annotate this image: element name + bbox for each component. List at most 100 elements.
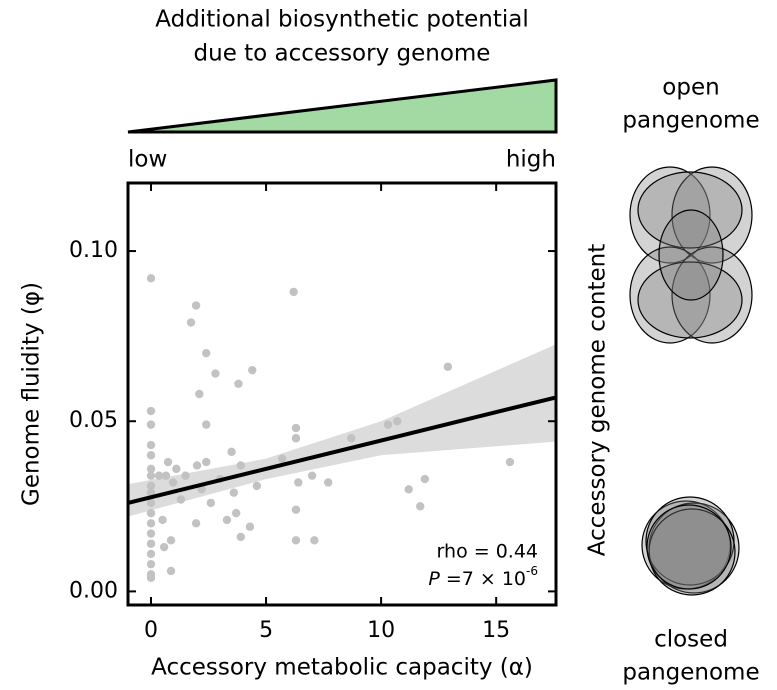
point bbox=[347, 434, 356, 443]
point bbox=[307, 471, 317, 480]
side-label: Accessory genome content bbox=[585, 244, 611, 557]
point bbox=[146, 539, 156, 548]
point bbox=[420, 474, 430, 484]
point bbox=[229, 488, 239, 497]
x-tick-label: 0 bbox=[144, 618, 158, 643]
point bbox=[146, 440, 156, 450]
point bbox=[383, 420, 393, 429]
point bbox=[404, 485, 413, 494]
point bbox=[227, 447, 236, 457]
x-tick-label: 10 bbox=[367, 618, 395, 643]
point bbox=[166, 566, 176, 576]
plot-content bbox=[128, 274, 556, 582]
point bbox=[146, 519, 156, 528]
point bbox=[146, 471, 156, 480]
point bbox=[291, 434, 301, 443]
point bbox=[323, 478, 333, 487]
point bbox=[146, 573, 156, 582]
point bbox=[146, 498, 156, 508]
point bbox=[505, 457, 515, 467]
point bbox=[161, 471, 171, 480]
point bbox=[146, 549, 156, 559]
y-tick-label: 0.10 bbox=[69, 238, 118, 263]
point bbox=[163, 457, 173, 467]
x-axis-label: Accessory metabolic capacity (α) bbox=[151, 655, 533, 681]
point bbox=[146, 529, 156, 538]
low-label: low bbox=[128, 147, 167, 173]
point bbox=[289, 287, 298, 297]
point bbox=[310, 536, 319, 545]
y-axis-label: Genome fluidity (φ) bbox=[19, 282, 45, 506]
x-tick-label: 5 bbox=[259, 618, 273, 643]
title-line: Additional biosynthetic potential bbox=[155, 7, 528, 33]
point bbox=[294, 478, 303, 487]
point bbox=[172, 464, 181, 474]
point bbox=[234, 379, 243, 388]
point bbox=[231, 508, 241, 518]
p-exponent: -6 bbox=[526, 564, 538, 578]
diagram-label: pangenome bbox=[622, 660, 759, 686]
point bbox=[222, 515, 232, 525]
point bbox=[146, 464, 156, 474]
x-tick-label: 15 bbox=[482, 618, 510, 643]
point bbox=[443, 362, 453, 371]
point bbox=[176, 495, 186, 504]
point bbox=[146, 420, 156, 429]
petal bbox=[671, 166, 753, 264]
point bbox=[245, 522, 255, 531]
point bbox=[202, 420, 211, 429]
point bbox=[236, 461, 245, 470]
point bbox=[393, 417, 402, 426]
point bbox=[202, 348, 211, 358]
y-tick-label: 0.00 bbox=[69, 578, 118, 603]
open-pangenome-diagram bbox=[629, 166, 753, 344]
petal bbox=[658, 209, 724, 301]
diagram-label: closed bbox=[654, 627, 728, 653]
point bbox=[211, 369, 220, 378]
point bbox=[146, 481, 156, 491]
petal bbox=[629, 246, 711, 344]
p-text: =7 × 10 bbox=[440, 568, 526, 590]
plot-frame bbox=[126, 181, 558, 607]
point bbox=[146, 559, 156, 569]
point bbox=[191, 519, 201, 528]
point bbox=[202, 457, 211, 467]
point bbox=[248, 365, 257, 375]
point bbox=[159, 542, 169, 552]
point bbox=[192, 461, 202, 470]
point bbox=[291, 423, 301, 433]
point bbox=[158, 515, 167, 525]
point bbox=[277, 454, 287, 463]
p-symbol: P bbox=[428, 568, 440, 590]
circle bbox=[648, 508, 736, 596]
diagram-label: open bbox=[662, 75, 719, 101]
point bbox=[181, 471, 190, 480]
point bbox=[191, 301, 201, 310]
fit-line bbox=[128, 395, 556, 505]
diagram-label: pangenome bbox=[622, 108, 759, 134]
rho-annotation: rho = 0.44 bbox=[437, 541, 538, 563]
point bbox=[166, 536, 176, 545]
point bbox=[291, 536, 301, 545]
title-line: due to accessory genome bbox=[194, 41, 491, 67]
point bbox=[416, 502, 425, 511]
high-label: high bbox=[506, 147, 556, 173]
petal bbox=[671, 246, 753, 344]
circle bbox=[646, 504, 732, 590]
point bbox=[186, 318, 196, 327]
p-annotation: P =7 × 10-6 bbox=[428, 564, 538, 590]
confidence-band bbox=[128, 344, 556, 517]
point bbox=[154, 471, 164, 480]
point bbox=[291, 505, 301, 514]
point bbox=[206, 498, 216, 508]
petal bbox=[629, 166, 711, 264]
plot-area: 0 5 10 15 0.00 0.05 0.10 bbox=[69, 181, 558, 643]
point bbox=[146, 508, 156, 518]
y-tick-label: 0.05 bbox=[69, 408, 118, 433]
gradient-wedge bbox=[127, 78, 558, 134]
closed-pangenome-diagram bbox=[641, 496, 740, 596]
point bbox=[168, 478, 178, 487]
point bbox=[195, 389, 204, 399]
point bbox=[252, 481, 262, 491]
